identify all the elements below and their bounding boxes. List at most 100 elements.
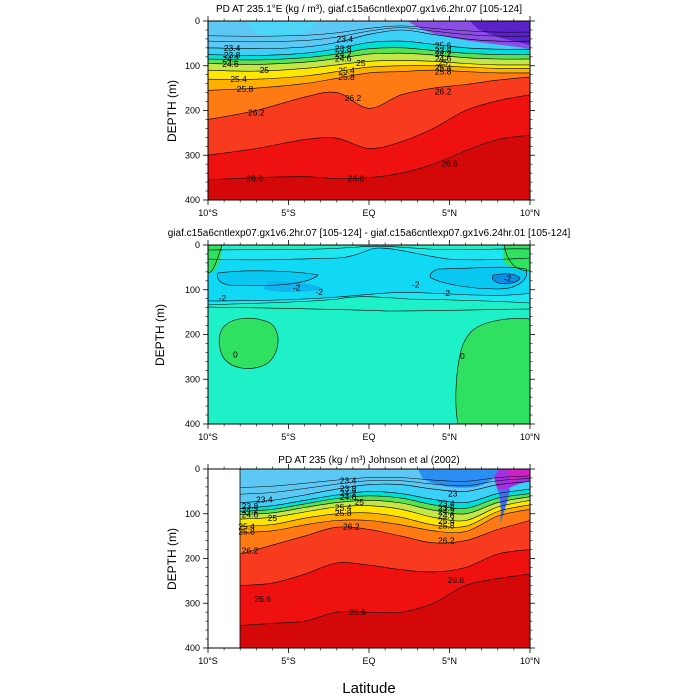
diff-isoline-10 — [503, 245, 530, 272]
diff-isolines — [208, 245, 530, 424]
contour-label: 24.6 — [242, 510, 259, 520]
x-tick-label: 10°N — [520, 432, 540, 442]
upper-isoline-1 — [208, 25, 530, 37]
contour-label: 26.6 — [448, 575, 465, 585]
isopycnal-line-26.4 — [240, 549, 530, 586]
y-tick-label: 200 — [185, 106, 200, 116]
panel-top-contour-labels: 23.423.824.224.62525.425.826.226.626.226… — [222, 34, 458, 184]
upper-isoline-2 — [240, 478, 530, 495]
isopycnal-line-25 — [208, 60, 530, 72]
x-tick-label: 5°S — [281, 208, 296, 218]
contour-label: 26.6 — [348, 174, 365, 184]
isopycnal-line-24.2 — [208, 47, 530, 61]
y-tick-label: 200 — [185, 330, 200, 340]
y-tick-label: 200 — [185, 554, 200, 564]
x-tick-label: EQ — [362, 656, 375, 666]
contour-label: 24.6 — [340, 492, 357, 502]
contour-label: 25 — [268, 513, 278, 523]
x-tick-label: 10°N — [520, 656, 540, 666]
diff-isoline-11 — [218, 317, 279, 369]
y-tick-label: 100 — [185, 61, 200, 71]
isopycnal-line-23.4 — [240, 481, 530, 503]
diff-core-dark-right — [492, 273, 520, 284]
isopycnal-band-26.6 — [208, 135, 530, 200]
x-axis-label: Latitude — [342, 680, 395, 697]
contour-label: 0 — [460, 351, 465, 361]
contour-label: 25.8 — [435, 67, 452, 77]
contour-label: 23.8 — [438, 503, 455, 513]
contour-label: 25.8 — [238, 527, 255, 537]
panel-middle: -2 -2 -2 -2 -2 -2 0 0 10°S 5°S EQ 5°N 10°N 0 100 200 30… — [153, 228, 570, 442]
contour-label: 23.4 — [438, 499, 455, 509]
contour-label: 24.2 — [438, 507, 455, 517]
panel-top-contours — [208, 21, 530, 200]
x-tick-label: 5°N — [442, 656, 457, 666]
contour-label: 24.2 — [222, 54, 239, 64]
panel-middle-contours — [208, 245, 530, 424]
diff-green-blob-right — [455, 318, 530, 424]
contour-label: 23.8 — [242, 501, 259, 511]
contour-label: 23.4 — [256, 494, 273, 504]
contour-label: 25.4 — [238, 521, 255, 531]
y-tick-label: 300 — [185, 598, 200, 608]
diff-green-blob-left — [219, 318, 279, 369]
panel-middle-title: giaf.c15a6cntlexp07.gx1v6.2hr.07 [105-12… — [168, 228, 571, 239]
diff-isoline-6 — [429, 266, 528, 290]
y-tick-label: 0 — [195, 464, 200, 474]
panel-bottom-fills — [240, 469, 530, 648]
contour-label: -2 — [443, 288, 451, 298]
isopycnal-line-23.8 — [240, 488, 530, 509]
isopycnal-line-25.8 — [208, 69, 530, 91]
contour-label: 25.8 — [438, 520, 455, 530]
contour-label: 24.6 — [438, 511, 455, 521]
diff-isoline-2 — [208, 247, 530, 261]
panel-bottom-contours — [208, 469, 530, 648]
panel-top-title: PD AT 235.1°E (kg / m³), giaf.c15a6cntle… — [216, 4, 522, 15]
contour-label: 26.2 — [248, 108, 265, 118]
contour-label: 23.8 — [335, 44, 352, 54]
y-tick-label: 300 — [185, 150, 200, 160]
panel-bottom-isolines — [240, 475, 530, 626]
y-tick-label: 400 — [185, 643, 200, 653]
panel-top-isolines — [208, 25, 530, 181]
x-tick-label: EQ — [362, 432, 375, 442]
isopycnal-line-25.4 — [240, 504, 530, 528]
contour-label: 25.4 — [230, 74, 247, 84]
y-tick-label: 400 — [185, 419, 200, 429]
contour-label: -2 — [219, 293, 227, 303]
contour-label: 26.2 — [435, 87, 452, 97]
contour-label: 26.6 — [441, 158, 458, 168]
contour-label: 26.2 — [438, 536, 455, 546]
contour-label: 25 — [356, 58, 366, 68]
contour-label: 23.4 — [337, 34, 354, 44]
contour-label: 24.2 — [242, 505, 259, 515]
isopycnal-line-24.6 — [208, 52, 530, 65]
upper-isoline-2 — [208, 27, 530, 43]
isopycnal-line-25.8 — [240, 509, 530, 534]
contour-label: -2 — [412, 279, 420, 289]
warm-pool-core-fill — [470, 21, 530, 45]
y-tick-label: 0 — [195, 16, 200, 26]
obs-surface-blue-fill — [418, 469, 498, 488]
diff-core-fill-left — [217, 270, 318, 286]
isopycnal-line-26.2 — [208, 76, 530, 120]
diff-isoline-9 — [208, 245, 223, 274]
panel-bottom-contour-labels: 23.423.824.224.6 2525.425.826.226.626.626… — [238, 476, 464, 618]
panel-top-surface-detail — [248, 21, 530, 49]
contour-label: 0 — [233, 350, 238, 360]
contour-label: 25.8 — [237, 84, 254, 94]
x-tick-label: EQ — [362, 208, 375, 218]
diff-isoline-12 — [455, 318, 530, 424]
contour-label: 25.6 — [435, 41, 452, 51]
panel-bottom-title: PD AT 235 (kg / m³) Johnson et al (2002) — [278, 455, 459, 466]
x-tick-label: 10°S — [198, 432, 218, 442]
contour-label: 25.4 — [335, 503, 352, 513]
panel-top-axes: 10°S 5°S EQ 5°N 10°N 0 100 200 300 400 — [185, 16, 540, 218]
x-tick-label: 5°S — [281, 656, 296, 666]
contour-label: 25 — [260, 65, 270, 75]
diff-isoline-1 — [208, 245, 530, 251]
panel-bottom-axes: 10°S 5°S EQ 5°N 10°N 0 100 200 300 400 — [185, 464, 540, 666]
contour-label: 26.6 — [246, 174, 263, 184]
diff-isoline-8 — [208, 306, 530, 312]
isopycnal-line-26.6 — [208, 134, 530, 181]
